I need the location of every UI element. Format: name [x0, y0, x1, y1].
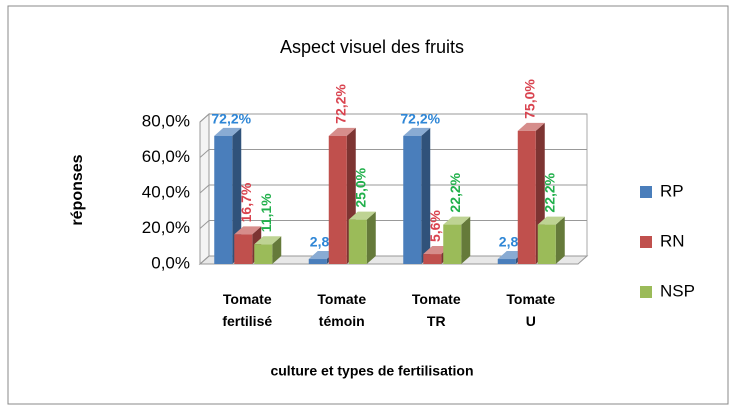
- data-label: 72,2%: [211, 111, 251, 127]
- bar: [234, 234, 253, 264]
- bar-top: [328, 127, 356, 136]
- bar-side: [421, 127, 431, 264]
- y-tick-label: 20,0%: [142, 218, 190, 237]
- x-axis-title: culture et types de fertilisation: [270, 363, 473, 379]
- grid-line: [199, 113, 587, 123]
- legend-label: RN: [660, 231, 685, 250]
- bar: [517, 130, 536, 264]
- legend-swatch: [640, 286, 652, 298]
- data-label: 72,2%: [400, 111, 440, 127]
- grid-line: [199, 149, 587, 158]
- data-label: 72,2%: [332, 84, 348, 124]
- x-tick-label: Tomate témoin: [317, 291, 366, 329]
- chart-title: Aspect visuel des fruits: [280, 37, 464, 57]
- y-tick-label: 0,0%: [151, 253, 190, 272]
- legend-label: NSP: [660, 281, 695, 300]
- legend-swatch: [640, 236, 652, 248]
- bar: [214, 135, 233, 264]
- x-tick-label: Tomate U: [506, 291, 555, 329]
- y-tick-label: 40,0%: [142, 182, 190, 201]
- data-label: 16,7%: [238, 182, 254, 222]
- bar: [537, 224, 556, 264]
- y-tick-label: 80,0%: [142, 111, 190, 130]
- data-label: 22,2%: [541, 172, 557, 212]
- bar: [308, 259, 327, 264]
- data-label: 75,0%: [521, 79, 537, 119]
- bar-top: [348, 211, 376, 220]
- bar: [443, 224, 462, 264]
- bar: [254, 244, 273, 264]
- x-tick-label: Tomate fertilisé: [222, 291, 272, 329]
- bar-side: [272, 236, 282, 264]
- data-label: 25,0%: [352, 167, 368, 207]
- bar: [423, 254, 442, 264]
- bar-top: [537, 216, 565, 225]
- x-tick-label: Tomate TR: [412, 291, 461, 329]
- data-label: 5,6%: [427, 210, 443, 242]
- bar-top: [214, 127, 242, 136]
- bar-top: [254, 236, 282, 245]
- legend-label: RP: [660, 181, 684, 200]
- y-axis-title: réponses: [69, 154, 86, 225]
- bar-top: [234, 226, 262, 235]
- grid-line: [199, 184, 587, 194]
- y-tick-label: 60,0%: [142, 147, 190, 166]
- bar-top: [403, 127, 431, 136]
- bar-side: [555, 216, 565, 264]
- bar-side: [366, 211, 376, 264]
- bar-side: [461, 216, 471, 264]
- bar: [328, 135, 347, 264]
- bar-top: [517, 122, 545, 131]
- data-label: 11,1%: [258, 193, 274, 232]
- bar: [348, 219, 367, 264]
- legend-swatch: [640, 186, 652, 198]
- bar-side: [232, 127, 242, 264]
- bar-top: [443, 216, 471, 225]
- bar: [497, 259, 516, 264]
- data-label: 22,2%: [447, 172, 463, 212]
- bar: [403, 135, 422, 264]
